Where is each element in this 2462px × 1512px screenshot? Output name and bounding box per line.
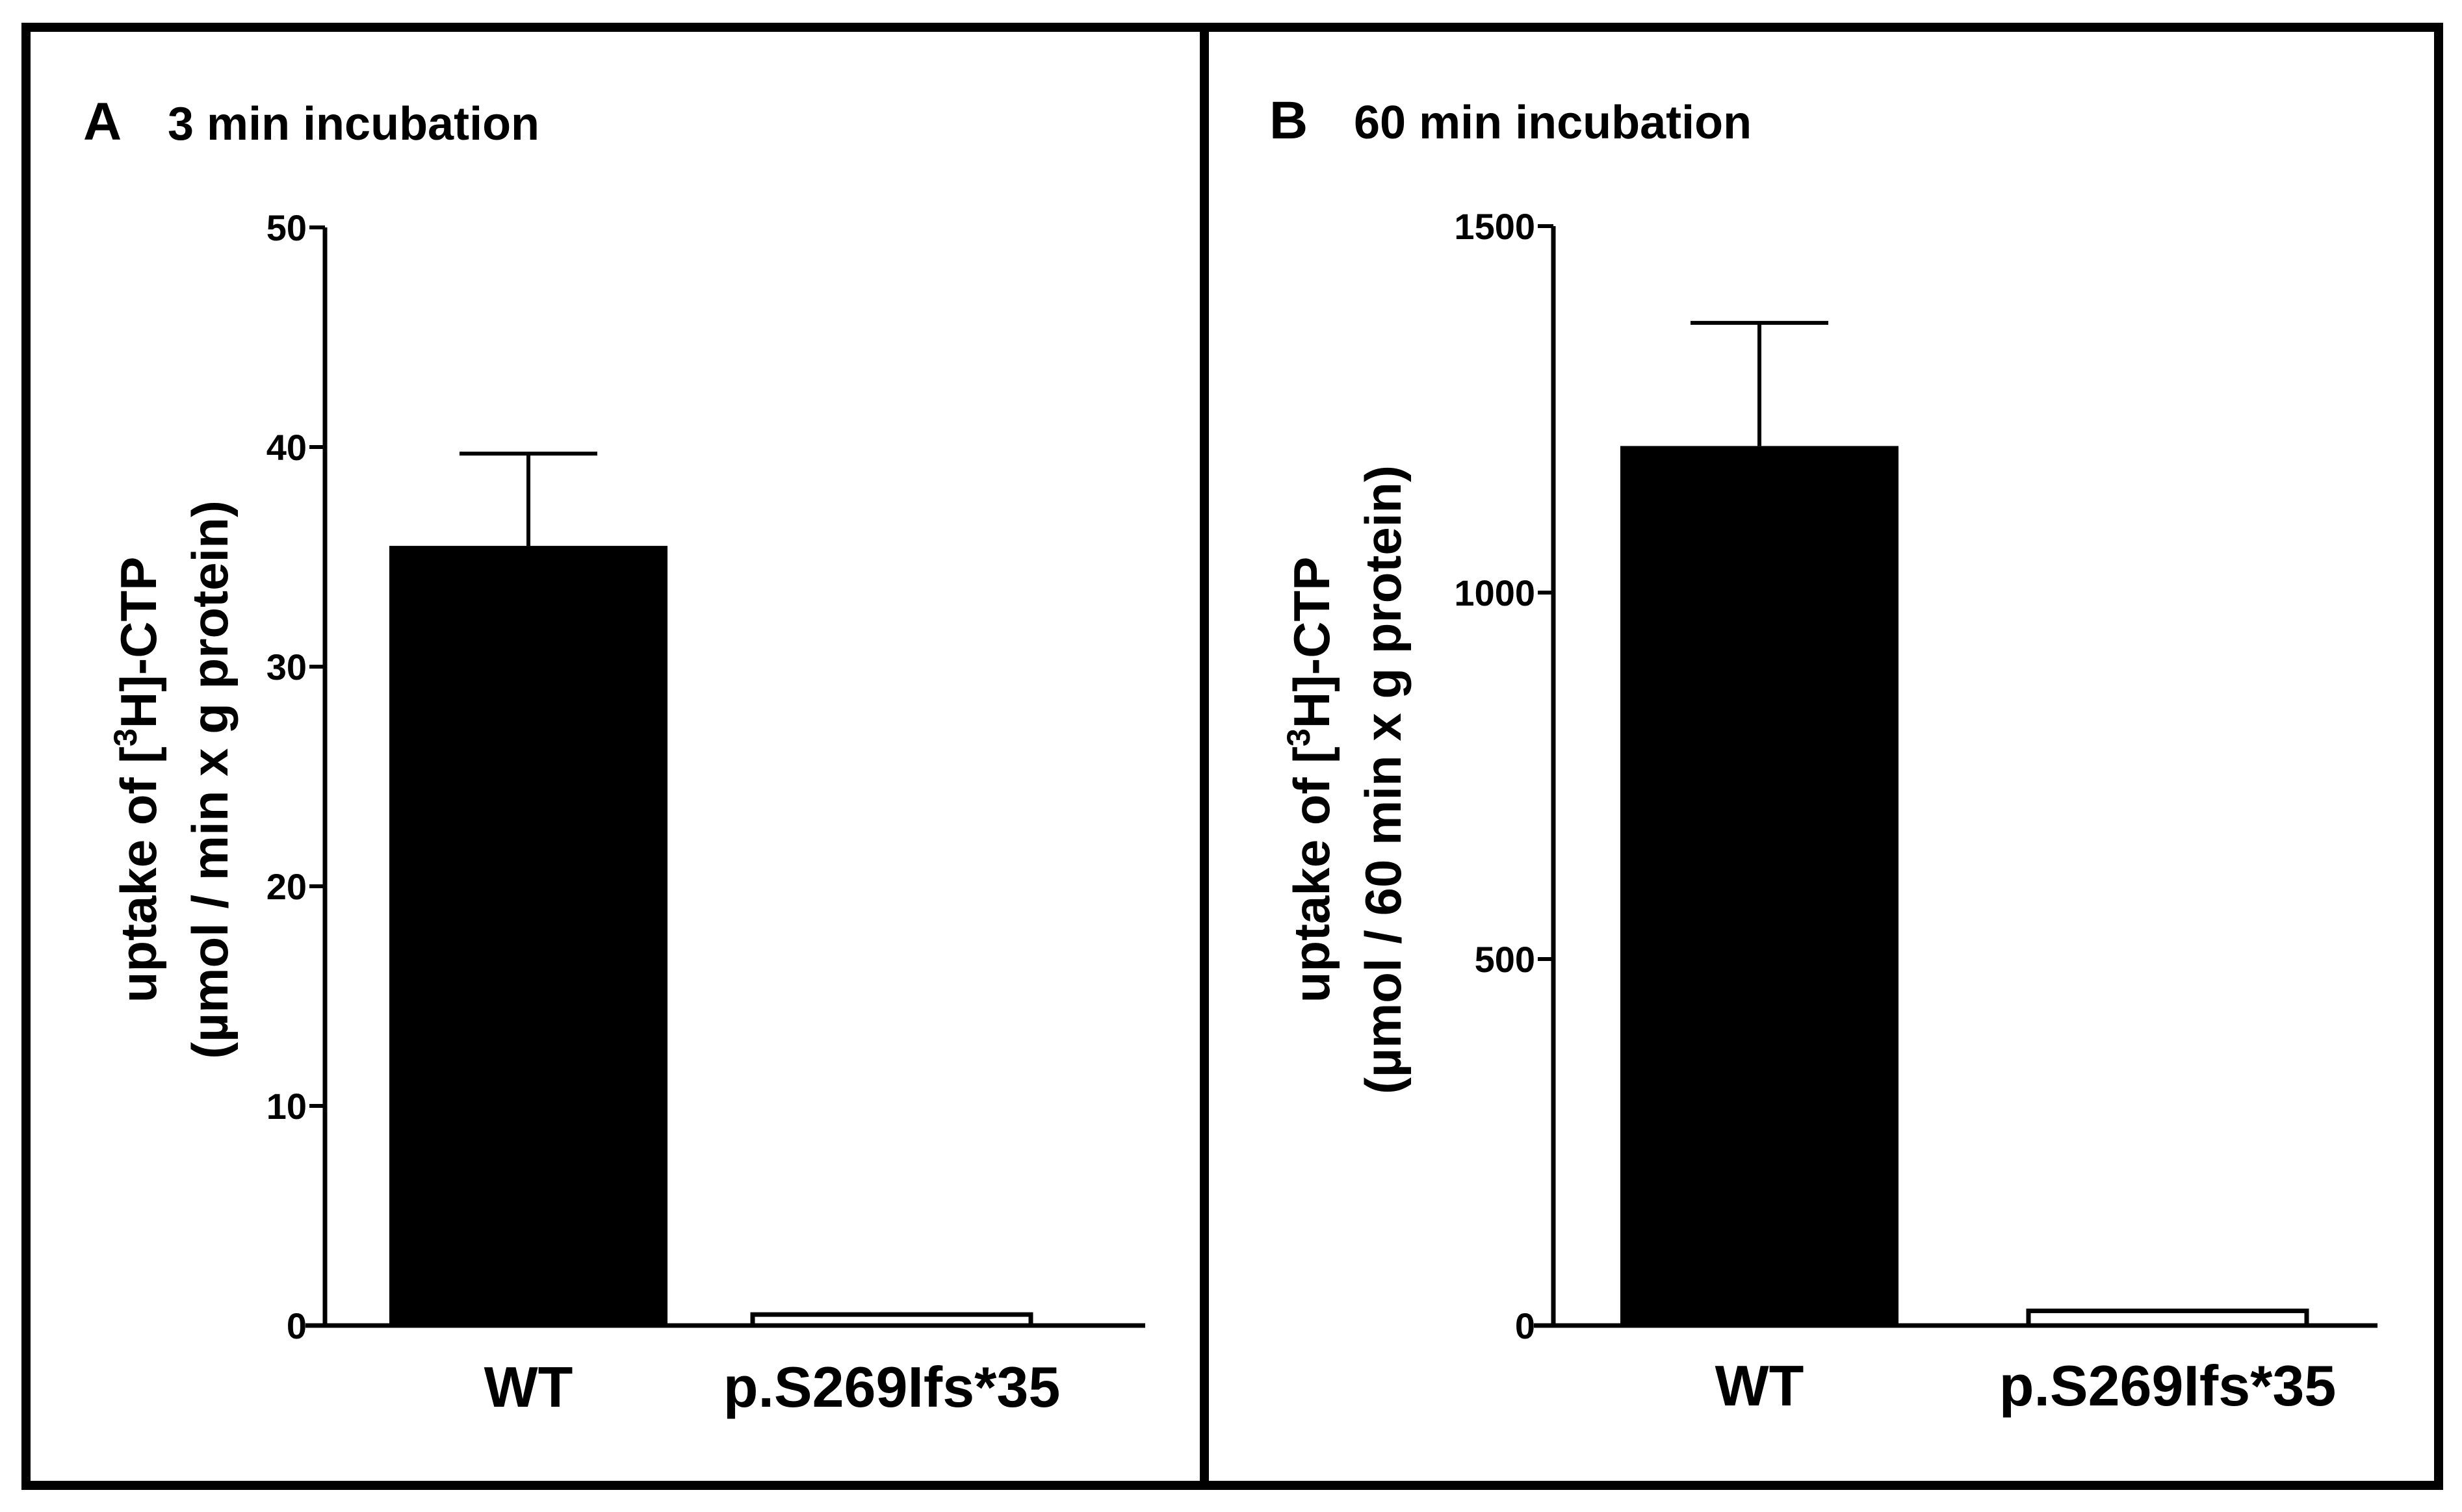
panel-a-y-ticks: 0 10 20 30 40 50 <box>266 207 325 1346</box>
panel-a-bar-1 <box>750 1312 1033 1328</box>
panel-b-y-tick-label: 1500 <box>1454 206 1535 247</box>
panel-b-letter: B <box>1269 91 1308 150</box>
panel-a-y-tick-label: 30 <box>266 647 307 687</box>
panel-a-y-tick-label: 0 <box>287 1305 307 1346</box>
panel-a-y-tick-label: 50 <box>266 207 307 248</box>
panel-a: A 3 min incubation uptake of [3H]-CTP (µ… <box>83 92 1145 1419</box>
panel-a-x-tick-labels: WT p.S269Ifs*35 <box>484 1355 1061 1419</box>
panel-b-title: 60 min incubation <box>1354 97 1752 149</box>
panel-a-y-axis-title: uptake of [3H]-CTP (µmol / min x g prote… <box>107 500 239 1059</box>
panel-a-bar-0 <box>389 546 667 1326</box>
panel-a-title: 3 min incubation <box>168 98 539 150</box>
panel-b-y-tick-label: 500 <box>1475 939 1535 980</box>
panel-b-y-tick-label: 0 <box>1515 1305 1535 1346</box>
panel-b-ylabel-line2: (µmol / 60 min x g protein) <box>1354 465 1412 1094</box>
panel-b-y-axis-title: uptake of [3H]-CTP (µmol / 60 min x g pr… <box>1280 465 1412 1094</box>
panel-a-letter: A <box>83 92 122 151</box>
panel-b-x-tick-labels: WT p.S269Ifs*35 <box>1715 1353 2337 1418</box>
figure-frame <box>21 23 2443 1490</box>
panel-b-y-tick-label: 1000 <box>1454 572 1535 613</box>
panel-a-y-tick-label: 10 <box>266 1086 307 1127</box>
panel-a-ylabel-line2: (µmol / min x g protein) <box>181 500 239 1059</box>
panel-b-ylabel-line1: uptake of [3H]-CTP <box>1280 557 1340 1003</box>
panel-a-y-tick-label: 20 <box>266 866 307 907</box>
panel-b-bar-0 <box>1620 446 1898 1326</box>
panel-a-x-tick-label: p.S269Ifs*35 <box>723 1355 1061 1419</box>
panel-b-y-ticks: 0 500 1000 1500 <box>1454 206 1553 1346</box>
panel-a-y-tick-label: 40 <box>266 427 307 468</box>
panel-a-x-tick-label: WT <box>484 1355 573 1419</box>
panel-b-bar-1 <box>2026 1308 2309 1328</box>
panel-a-ylabel-line1: uptake of [3H]-CTP <box>107 557 167 1003</box>
panel-a-bars <box>389 452 1033 1328</box>
panel-b-x-tick-label: WT <box>1715 1353 1804 1418</box>
panel-b: B 60 min incubation uptake of [3H]-CTP (… <box>1269 91 2378 1418</box>
panel-b-x-tick-label: p.S269Ifs*35 <box>1999 1353 2337 1418</box>
panel-b-bars <box>1620 320 2309 1328</box>
